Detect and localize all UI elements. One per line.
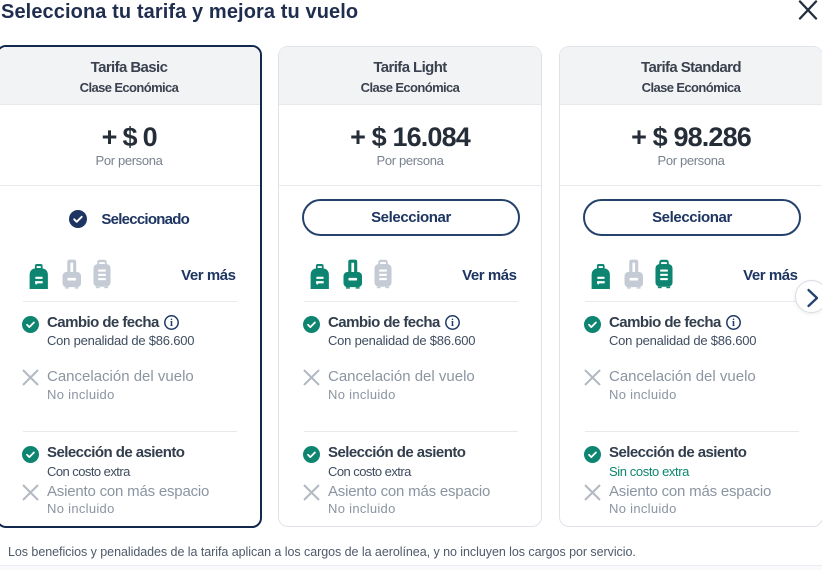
svg-text:i: i (732, 318, 735, 329)
svg-text:i: i (170, 318, 173, 329)
svg-text:i: i (451, 318, 454, 329)
